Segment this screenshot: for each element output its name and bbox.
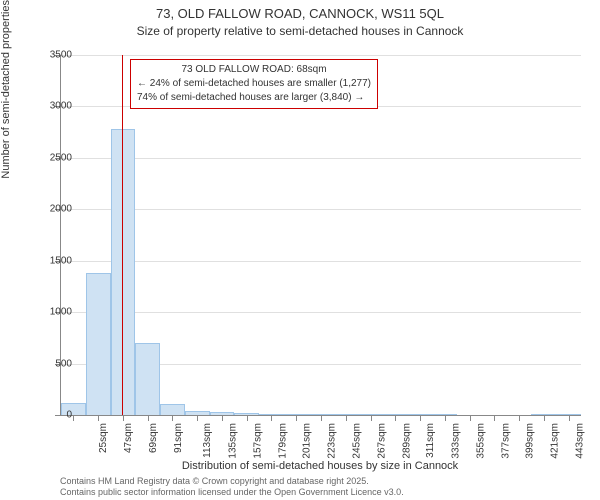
gridline [61, 158, 581, 159]
x-tick [321, 415, 322, 421]
x-tick [470, 415, 471, 421]
x-tick-label: 157sqm [253, 423, 264, 459]
x-tick-label: 377sqm [500, 423, 511, 459]
y-tick-label: 2000 [50, 204, 72, 215]
gridline [61, 209, 581, 210]
x-tick-label: 289sqm [401, 423, 412, 459]
histogram-bar [111, 129, 136, 415]
y-tick-label: 1500 [50, 255, 72, 266]
y-tick-label: 0 [66, 410, 72, 421]
x-tick-label: 443sqm [574, 423, 585, 459]
x-tick [222, 415, 223, 421]
x-tick-label: 245sqm [352, 423, 363, 459]
gridline [61, 312, 581, 313]
y-tick-label: 3000 [50, 101, 72, 112]
y-tick-label: 1000 [50, 307, 72, 318]
y-tick [55, 415, 61, 416]
x-tick-label: 421sqm [550, 423, 561, 459]
x-tick [445, 415, 446, 421]
x-tick [296, 415, 297, 421]
x-axis-title: Distribution of semi-detached houses by … [60, 460, 580, 472]
gridline [61, 261, 581, 262]
x-tick-label: 267sqm [376, 423, 387, 459]
x-tick-label: 179sqm [277, 423, 288, 459]
x-tick [420, 415, 421, 421]
x-tick [519, 415, 520, 421]
x-tick [544, 415, 545, 421]
x-tick-label: 333sqm [451, 423, 462, 459]
x-tick [98, 415, 99, 421]
x-tick-label: 311sqm [425, 423, 436, 458]
chart-container: 73, OLD FALLOW ROAD, CANNOCK, WS11 5QL S… [0, 0, 600, 500]
attribution: Contains HM Land Registry data © Crown c… [60, 476, 580, 498]
annotation-line1: 73 OLD FALLOW ROAD: 68sqm [137, 63, 371, 77]
x-tick-label: 223sqm [327, 423, 338, 459]
y-tick-label: 2500 [50, 152, 72, 163]
x-tick [197, 415, 198, 421]
x-tick [73, 415, 74, 421]
x-tick [148, 415, 149, 421]
chart-title-sub: Size of property relative to semi-detach… [0, 24, 600, 38]
x-tick [346, 415, 347, 421]
x-tick-label: 91sqm [173, 423, 184, 453]
histogram-bar [61, 403, 86, 415]
attribution-line1: Contains HM Land Registry data © Crown c… [60, 476, 580, 487]
histogram-bar [135, 343, 160, 415]
highlight-line [122, 55, 123, 415]
x-tick-label: 113sqm [202, 423, 213, 458]
x-tick-label: 201sqm [302, 423, 313, 459]
plot-area [60, 55, 581, 416]
histogram-bar [86, 273, 111, 415]
y-axis-title: Number of semi-detached properties [0, 0, 12, 179]
chart-title-main: 73, OLD FALLOW ROAD, CANNOCK, WS11 5QL [0, 6, 600, 21]
x-tick [123, 415, 124, 421]
histogram-bar [160, 404, 185, 415]
x-tick [395, 415, 396, 421]
annotation-line2: ← 24% of semi-detached houses are smalle… [137, 77, 371, 91]
gridline [61, 55, 581, 56]
x-tick [172, 415, 173, 421]
x-tick-label: 25sqm [98, 423, 109, 453]
x-tick-label: 47sqm [123, 423, 134, 453]
attribution-line2: Contains public sector information licen… [60, 487, 580, 498]
x-tick [494, 415, 495, 421]
x-tick [271, 415, 272, 421]
x-tick [569, 415, 570, 421]
x-tick-label: 135sqm [228, 423, 239, 459]
x-tick-label: 69sqm [148, 423, 159, 453]
x-tick-label: 399sqm [525, 423, 536, 459]
y-tick-label: 3500 [50, 50, 72, 61]
y-tick-label: 500 [55, 358, 72, 369]
x-tick [247, 415, 248, 421]
x-tick-label: 355sqm [475, 423, 486, 459]
annotation-box: 73 OLD FALLOW ROAD: 68sqm ← 24% of semi-… [130, 59, 378, 109]
x-tick [371, 415, 372, 421]
annotation-line3: 74% of semi-detached houses are larger (… [137, 91, 371, 105]
